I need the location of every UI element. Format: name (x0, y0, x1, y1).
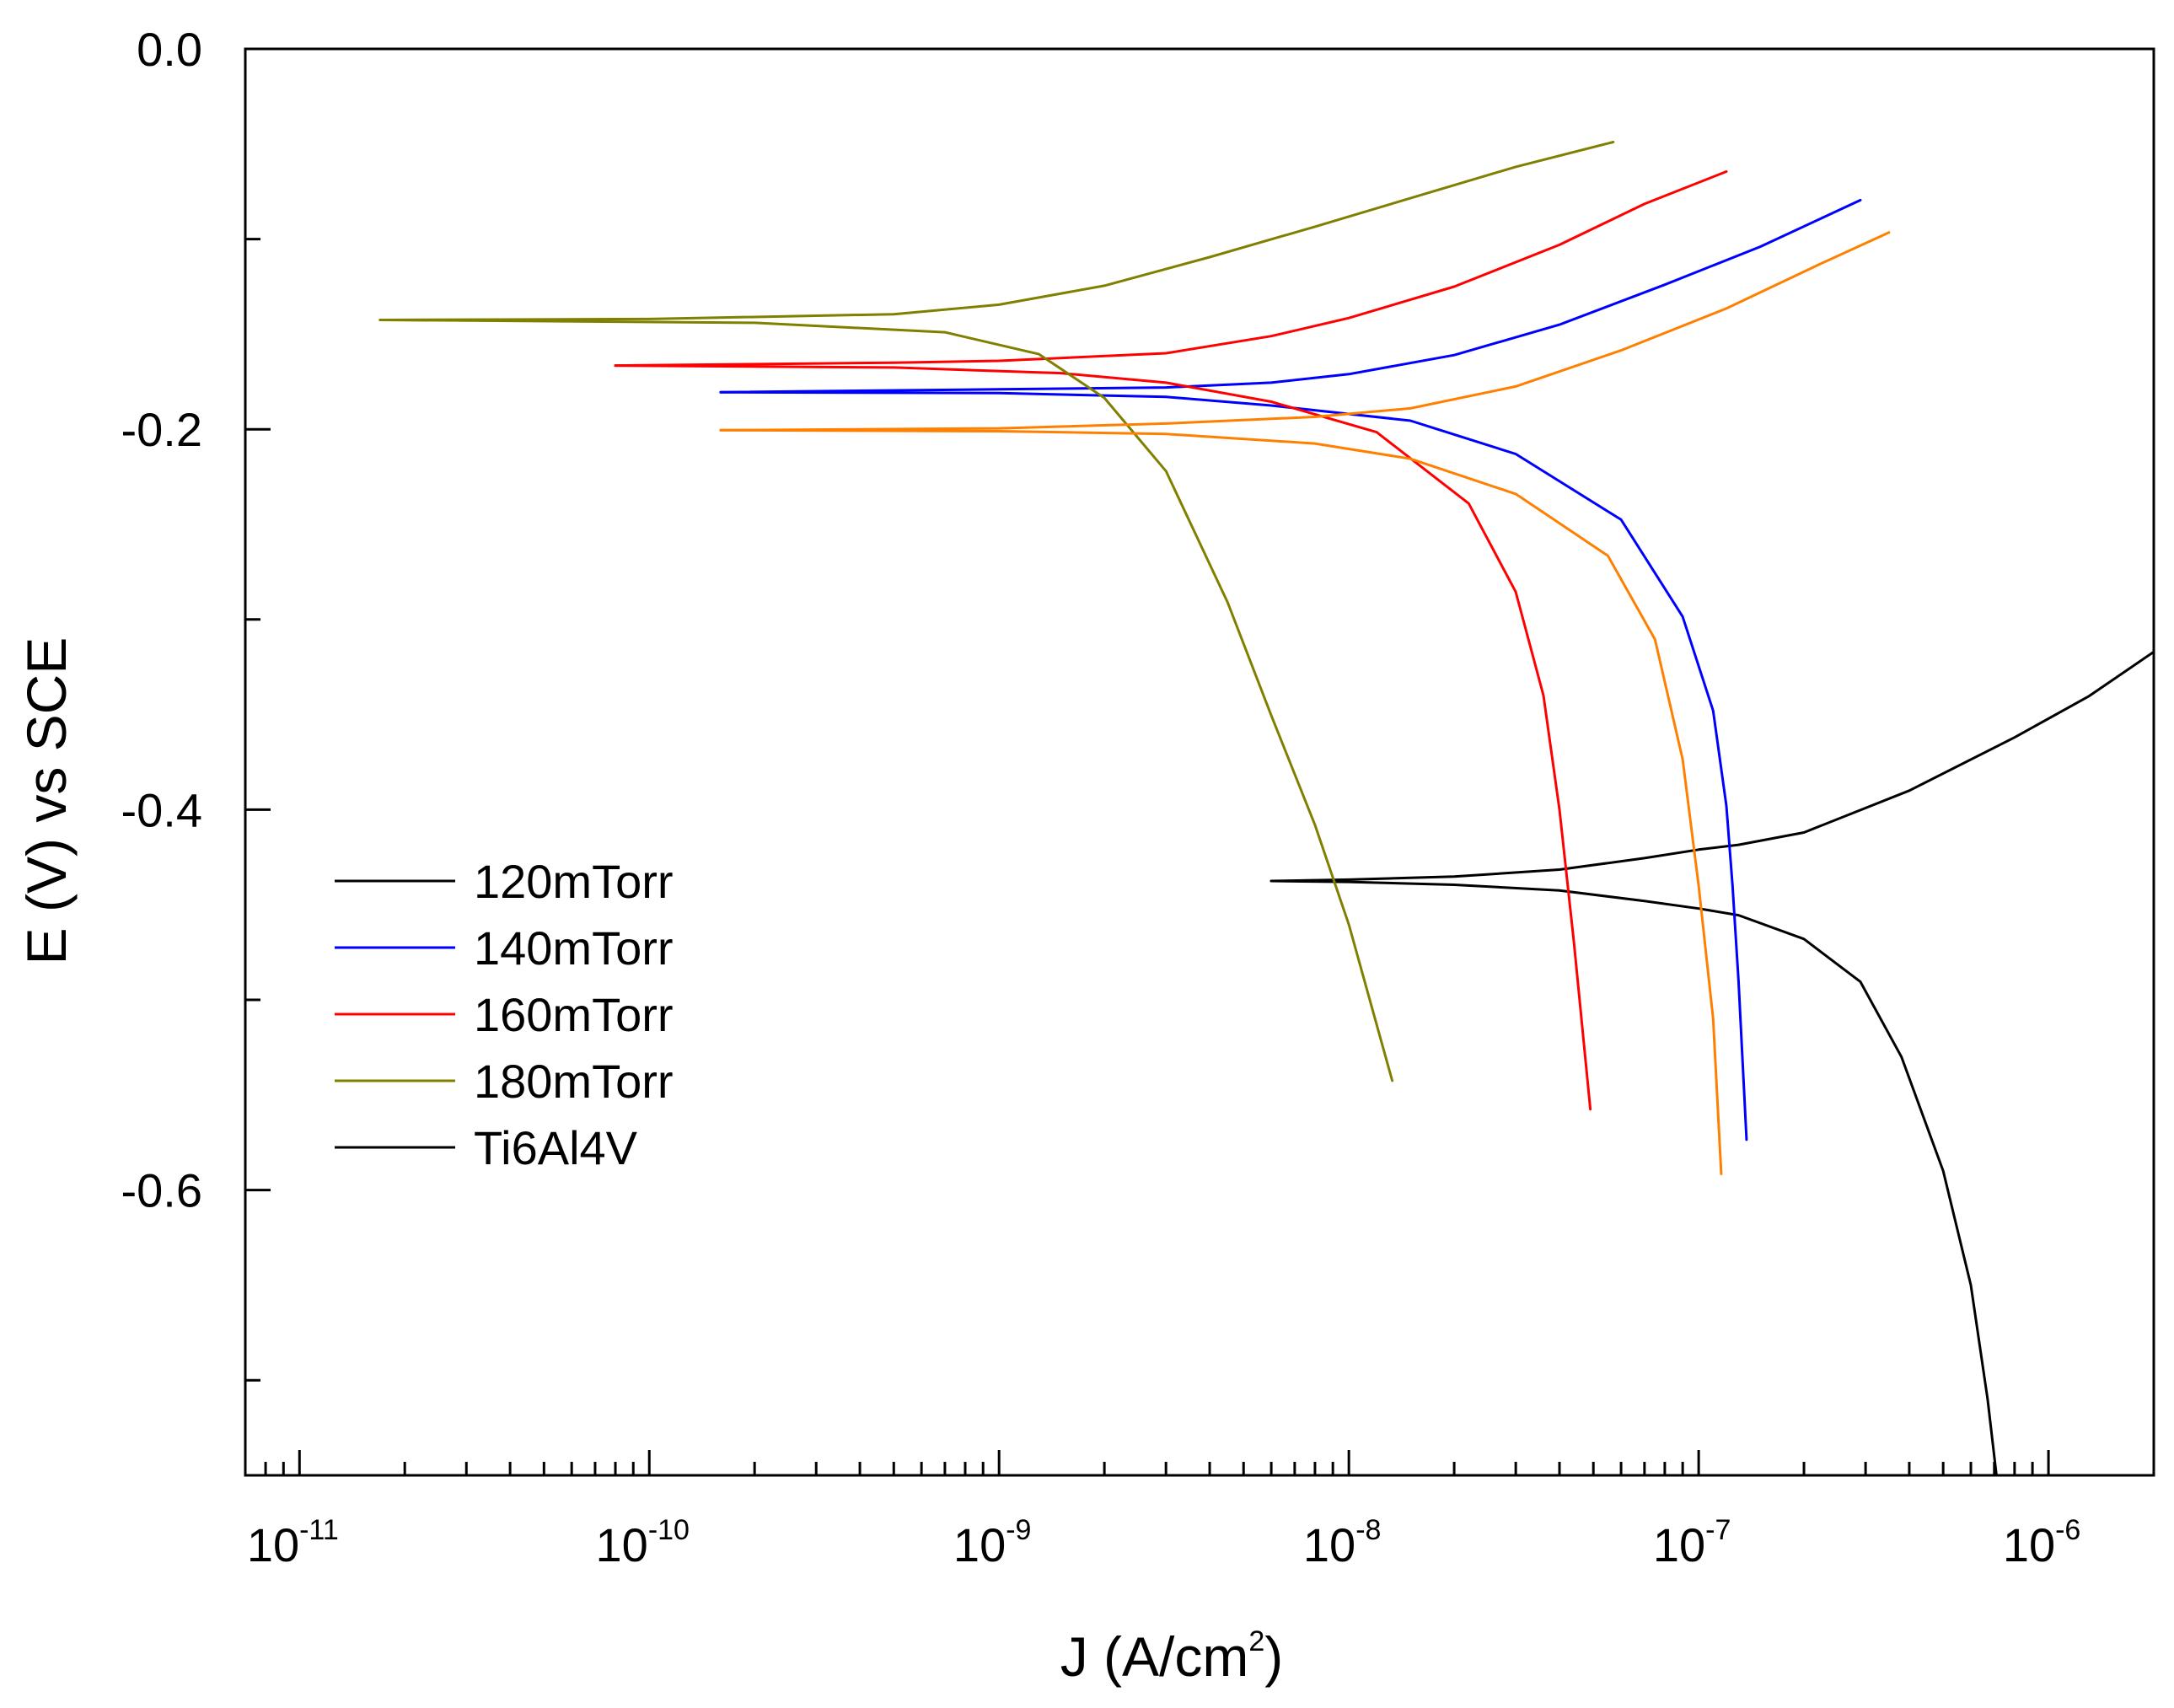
y-tick-label: -0.2 (121, 403, 203, 456)
series-line-140mtorr (719, 198, 1862, 394)
x-tick-label: 10-9 (953, 1514, 1032, 1571)
x-tick-label: 10-10 (596, 1514, 690, 1571)
y-axis-title: E (V) vs SCE (15, 637, 78, 965)
y-tick-label: -0.4 (121, 783, 203, 836)
data-curves (378, 141, 2155, 1477)
y-axis-tick-labels: 0.0 -0.2 -0.4 -0.6 (121, 23, 203, 1217)
x-axis-title: J (A/cm2) (1060, 1625, 1284, 1688)
series-line-120mtorr (1270, 650, 2155, 883)
series-line-ti6al4v (1270, 879, 1998, 1477)
x-tick-label: 10-11 (247, 1514, 339, 1571)
legend-label: 160mTorr (474, 988, 674, 1041)
series-line-140mtorr-cathodic (719, 390, 1748, 1141)
x-tick-label: 10-8 (1303, 1514, 1382, 1571)
x-tick-label: 10-6 (2003, 1514, 2081, 1571)
legend-label: 120mTorr (474, 855, 674, 908)
series-line-160mtorr-cathodic (614, 364, 1592, 1111)
plot-frame (244, 47, 2155, 1477)
legend-label: 140mTorr (474, 921, 674, 975)
x-axis-ticks (244, 1450, 2155, 1475)
legend: 120mTorr 140mTorr 160mTorr 180mTorr Ti6Al4V (335, 855, 674, 1174)
series-line-120mtorr-orange (719, 231, 1891, 432)
legend-label: Ti6Al4V (474, 1121, 638, 1174)
x-axis-tick-labels: 10-11 10-10 10-9 10-8 10-7 10-6 (247, 1514, 2081, 1571)
series-line-160mtorr (614, 170, 1728, 368)
x-tick-label: 10-7 (1653, 1514, 1731, 1571)
y-axis-ticks (245, 47, 271, 1382)
y-tick-label: -0.6 (121, 1164, 203, 1217)
series-line-180mtorr (378, 141, 1615, 321)
y-tick-label: 0.0 (137, 23, 202, 76)
series-line-120mtorr-orange-cathodic (719, 428, 1723, 1175)
legend-label: 180mTorr (474, 1055, 674, 1108)
series-line-180mtorr-cathodic (378, 319, 1394, 1082)
